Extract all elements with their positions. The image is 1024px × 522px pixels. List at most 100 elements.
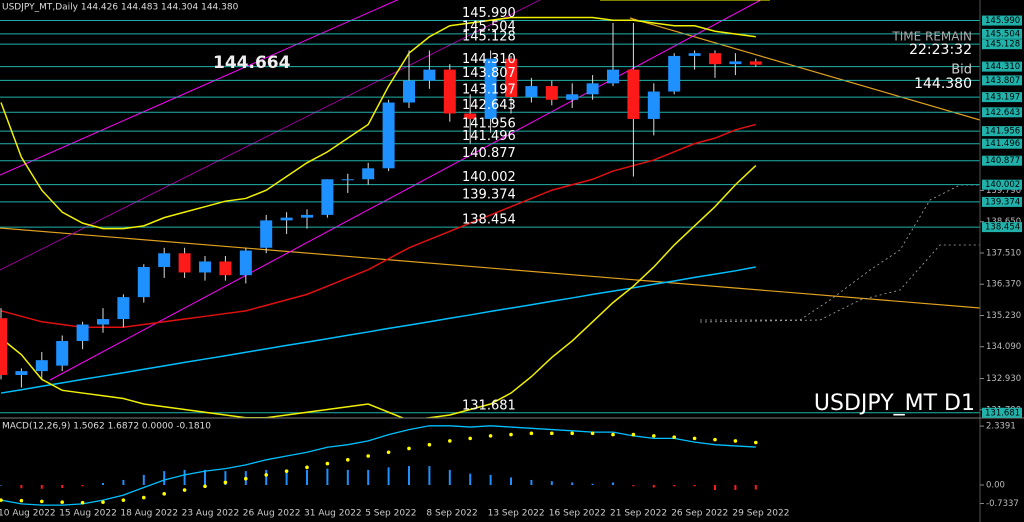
- macd-bar: [408, 466, 410, 485]
- level-tag: [982, 222, 1022, 233]
- signal-dot: [121, 498, 126, 502]
- candle-body: [199, 261, 211, 273]
- macd-bar: [510, 477, 512, 485]
- x-tick-label: 26 Sep 2022: [671, 509, 728, 519]
- signal-dot: [264, 473, 269, 477]
- y-tick-label: 132.930: [986, 374, 1021, 384]
- time-remain-value: 22:23:32: [909, 42, 972, 58]
- channel-line: [49, 0, 762, 381]
- candle-body: [749, 61, 762, 65]
- y-tick-label: 136.370: [986, 280, 1021, 290]
- level-tag: [982, 92, 1022, 103]
- candle-body: [545, 86, 558, 100]
- candle-body: [709, 53, 721, 65]
- level-tag-label: 140.877: [985, 156, 1020, 166]
- level-label: 140.877: [462, 146, 516, 161]
- macd-bar: [693, 484, 696, 487]
- candle-body: [321, 179, 334, 215]
- macd-tick-label: 2.3391: [986, 422, 1016, 432]
- signal-dot: [570, 431, 574, 436]
- macd-bar: [571, 482, 574, 485]
- macd-tick-label: -0.7337: [986, 499, 1019, 509]
- x-tick-label: 26 Aug 2022: [243, 509, 301, 519]
- signal-dot: [631, 432, 636, 437]
- macd-title: MACD(12,26,9) 1.5062 1.6872 0.0000 -0.18…: [2, 422, 211, 432]
- signal-dot: [223, 480, 228, 485]
- candle-body: [260, 220, 273, 248]
- signal-dot: [366, 454, 371, 458]
- macd-bar: [469, 473, 472, 485]
- signal-dot: [754, 440, 758, 445]
- level-tag-label: 143.807: [985, 76, 1020, 86]
- macd-bar: [367, 469, 370, 485]
- level-tag-label: 131.681: [985, 408, 1020, 418]
- signal-dot: [182, 488, 187, 492]
- level-label: 145.128: [462, 30, 516, 45]
- macd-bar: [102, 482, 104, 485]
- level-tag: [982, 155, 1022, 166]
- candle-body: [484, 58, 497, 119]
- signal-dot: [652, 434, 656, 438]
- signal-dot: [19, 498, 24, 503]
- candle-body: [137, 266, 150, 298]
- level-tag-label: 144.310: [985, 62, 1020, 72]
- bid-value: 144.380: [914, 76, 972, 92]
- level-tag: [982, 196, 1022, 207]
- level-label: 142.643: [462, 98, 516, 113]
- level-tag: [982, 138, 1022, 149]
- candle-body: [464, 113, 477, 119]
- macd-line: [0, 425, 756, 506]
- signal-dot: [488, 434, 493, 438]
- candle-body: [688, 53, 701, 56]
- macd-bar: [122, 479, 125, 485]
- y-tick-label: 135.230: [986, 311, 1021, 321]
- candle-body: [158, 253, 171, 267]
- signal-dot: [611, 432, 615, 437]
- signal-dot: [284, 469, 289, 473]
- macd-bar: [346, 469, 349, 485]
- level-tag-label: 138.454: [985, 223, 1020, 233]
- bid-label: Bid: [951, 63, 972, 78]
- level-label: 141.496: [462, 129, 516, 144]
- chart-title: USDJPY_MT,Daily 144.426 144.483 144.304 …: [2, 3, 239, 13]
- level-label: 131.681: [462, 398, 516, 413]
- level-tag-label: 145.990: [985, 16, 1020, 26]
- x-tick-label: 8 Sep 2022: [426, 509, 477, 519]
- signal-dot: [529, 431, 534, 436]
- signal-dot: [80, 500, 85, 505]
- macd-bar: [224, 471, 227, 485]
- macd-bar: [428, 466, 431, 485]
- macd-bar: [0, 484, 2, 486]
- macd-bar: [612, 482, 614, 485]
- y-tick-label: 134.090: [986, 342, 1021, 352]
- macd-bar: [448, 469, 451, 485]
- level-tag: [982, 126, 1022, 137]
- level-tag: [982, 15, 1022, 26]
- candle-body: [647, 91, 660, 119]
- candle-body: [729, 61, 742, 65]
- level-tag: [982, 39, 1022, 50]
- x-tick-label: 31 Aug 2022: [304, 509, 362, 519]
- level-tag-label: 141.956: [985, 127, 1020, 137]
- candle-body: [15, 371, 28, 375]
- candle-body: [362, 168, 375, 180]
- candle-body: [97, 319, 109, 325]
- candle-body: [239, 250, 252, 276]
- signal-dot: [325, 461, 330, 466]
- candle-body: [627, 69, 640, 119]
- candle-body: [607, 69, 619, 84]
- signal-dot: [0, 498, 3, 502]
- macd-bar: [530, 479, 533, 485]
- level-tag-label: 143.197: [985, 93, 1020, 103]
- macd-tick-label: 0.00: [986, 480, 1005, 490]
- level-tag-label: 142.643: [985, 108, 1020, 118]
- signal-dot: [40, 499, 44, 504]
- level-label: 144.310: [462, 52, 516, 67]
- macd-bar: [61, 484, 64, 489]
- signal-dot: [162, 492, 166, 496]
- y-tick-label: 137.510: [986, 248, 1021, 258]
- channel-line: [0, 0, 541, 271]
- signal-dot: [244, 476, 248, 481]
- level-tag: [982, 61, 1022, 72]
- x-tick-label: 29 Sep 2022: [732, 509, 789, 519]
